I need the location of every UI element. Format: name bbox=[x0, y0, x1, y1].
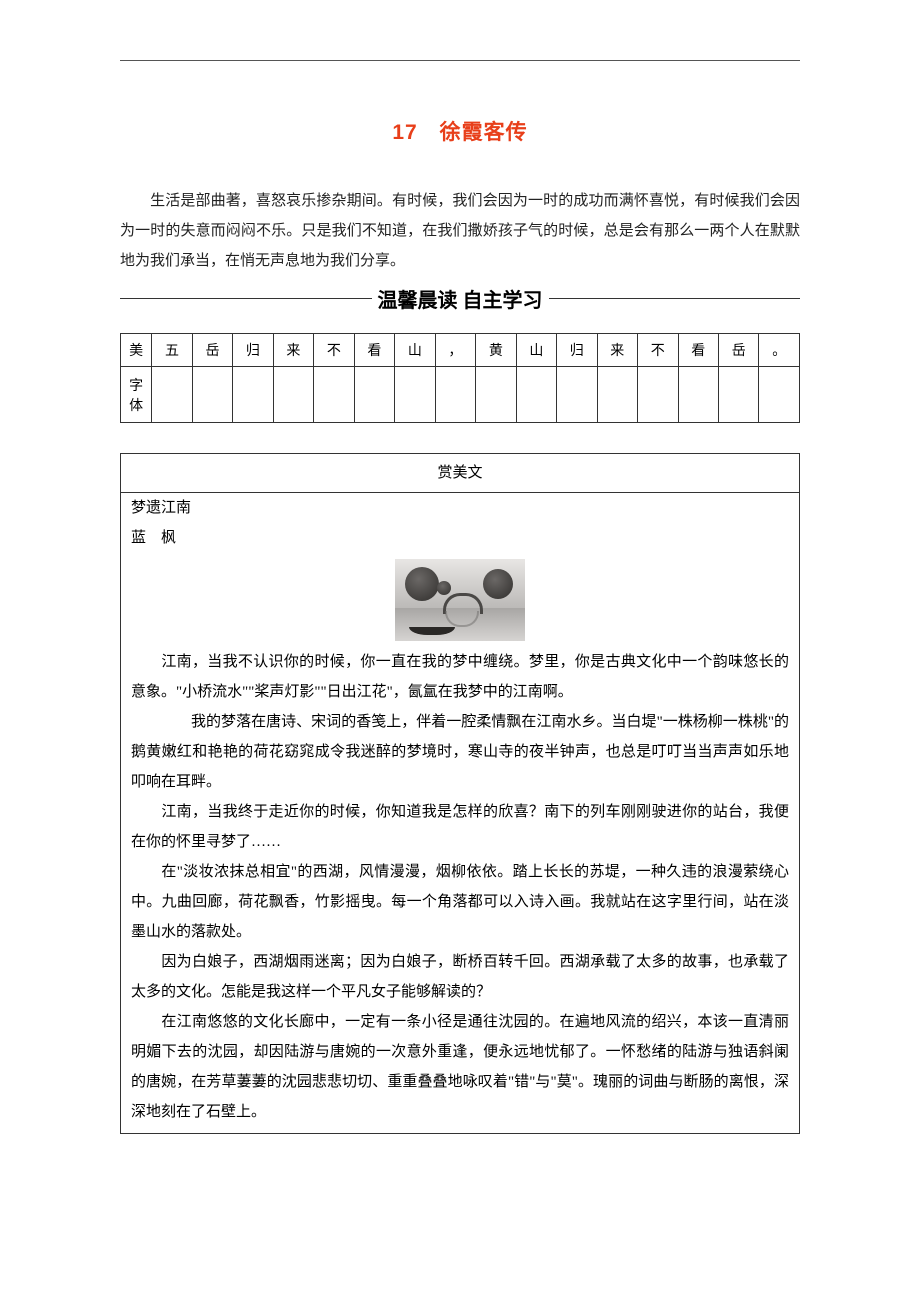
essay-text: 因为白娘子，西湖烟雨迷离；因为白娘子，断桥百转千回。西湖承载了太多的故事，也承载… bbox=[131, 954, 789, 1000]
img-tree bbox=[437, 581, 451, 595]
essay-paragraph: 江南，当我不认识你的时候，你一直在我的梦中缠绕。梦里，你是古典文化中一个韵味悠长… bbox=[131, 647, 789, 707]
grid-cell: 五 bbox=[152, 334, 192, 367]
rule-right bbox=[549, 298, 801, 299]
grid-cell: 归 bbox=[557, 334, 597, 367]
essay-table: 赏美文 梦遗江南 蓝 枫 江南 bbox=[120, 453, 800, 1134]
grid-cell bbox=[192, 367, 232, 423]
grid-cell bbox=[678, 367, 718, 423]
grid-cell: 看 bbox=[678, 334, 718, 367]
grid-cell: 岳 bbox=[719, 334, 759, 367]
grid-cell bbox=[719, 367, 759, 423]
grid-cell bbox=[759, 367, 800, 423]
table-row: 美 五 岳 归 来 不 看 山 ， 黄 山 归 来 不 看 岳 。 bbox=[121, 334, 800, 367]
intro-text: 生活是部曲著，喜怒哀乐掺杂期间。有时候，我们会因为一时的成功而满怀喜悦，有时候我… bbox=[120, 193, 800, 269]
grid-cell: 山 bbox=[516, 334, 556, 367]
grid-cell: 归 bbox=[233, 334, 273, 367]
img-tree bbox=[405, 567, 439, 601]
rule-left bbox=[120, 298, 372, 299]
document-page: 17 徐霞客传 生活是部曲著，喜怒哀乐掺杂期间。有时候，我们会因为一时的成功而满… bbox=[0, 0, 920, 1214]
grid-cell bbox=[273, 367, 313, 423]
grid-cell bbox=[516, 367, 556, 423]
grid-cell bbox=[435, 367, 475, 423]
essay-text: 我的梦落在唐诗、宋词的香笺上，伴着一腔柔情飘在江南水乡。当白堤"一株杨柳一株桃"… bbox=[131, 714, 789, 790]
grid-cell bbox=[597, 367, 637, 423]
grid-cell bbox=[233, 367, 273, 423]
essay-image-box bbox=[131, 553, 789, 647]
essay-text: 在江南悠悠的文化长廊中，一定有一条小径是通往沈园的。在遍地风流的绍兴，本该一直清… bbox=[131, 1014, 789, 1120]
grid-cell: 。 bbox=[759, 334, 800, 367]
grid-cell: 不 bbox=[314, 334, 354, 367]
essay-title: 梦遗江南 bbox=[131, 493, 789, 523]
top-rule bbox=[120, 60, 800, 61]
table-row: 字 体 bbox=[121, 367, 800, 423]
img-tree bbox=[483, 569, 513, 599]
row-label: 字 体 bbox=[121, 367, 152, 423]
essay-text: 江南，当我不认识你的时候，你一直在我的梦中缠绕。梦里，你是古典文化中一个韵味悠长… bbox=[131, 654, 789, 700]
row-label-line: 体 bbox=[129, 399, 143, 414]
essay-paragraph: 在"淡妆浓抹总相宜"的西湖，风情漫漫，烟柳依依。踏上长长的苏堤，一种久违的浪漫萦… bbox=[131, 857, 789, 947]
essay-section-head: 赏美文 bbox=[121, 454, 800, 493]
document-title: 17 徐霞客传 bbox=[120, 116, 800, 146]
essay-body-cell: 梦遗江南 蓝 枫 江南，当我不认识你的时候，你一直在我的梦中缠绕。梦里，你是古典 bbox=[121, 493, 800, 1134]
grid-cell bbox=[557, 367, 597, 423]
row-label-line: 字 bbox=[129, 379, 143, 394]
grid-cell bbox=[354, 367, 394, 423]
grid-cell: 岳 bbox=[192, 334, 232, 367]
grid-cell: 来 bbox=[597, 334, 637, 367]
essay-text: 在"淡妆浓抹总相宜"的西湖，风情漫漫，烟柳依依。踏上长长的苏堤，一种久违的浪漫萦… bbox=[131, 864, 789, 940]
grid-cell: 山 bbox=[395, 334, 435, 367]
grid-cell bbox=[638, 367, 678, 423]
essay-paragraph: 江南，当我终于走近你的时候，你知道我是怎样的欣喜？南下的列车刚刚驶进你的站台，我… bbox=[131, 797, 789, 857]
grid-cell: 不 bbox=[638, 334, 678, 367]
table-row: 梦遗江南 蓝 枫 江南，当我不认识你的时候，你一直在我的梦中缠绕。梦里，你是古典 bbox=[121, 493, 800, 1134]
section-heading-bar: 温馨晨读 自主学习 bbox=[120, 284, 800, 313]
essay-paragraph: 在江南悠悠的文化长廊中，一定有一条小径是通往沈园的。在遍地风流的绍兴，本该一直清… bbox=[131, 1007, 789, 1127]
grid-cell bbox=[395, 367, 435, 423]
jiangnan-illustration bbox=[395, 559, 525, 641]
grid-cell: 看 bbox=[354, 334, 394, 367]
intro-paragraph: 生活是部曲著，喜怒哀乐掺杂期间。有时候，我们会因为一时的成功而满怀喜悦，有时候我… bbox=[120, 186, 800, 276]
grid-cell bbox=[314, 367, 354, 423]
grid-cell: ， bbox=[435, 334, 475, 367]
grid-cell bbox=[152, 367, 192, 423]
table-row: 赏美文 bbox=[121, 454, 800, 493]
section-heading: 温馨晨读 自主学习 bbox=[372, 284, 549, 313]
calligraphy-grid: 美 五 岳 归 来 不 看 山 ， 黄 山 归 来 不 看 岳 。 字 体 bbox=[120, 333, 800, 423]
essay-paragraph: 因为白娘子，西湖烟雨迷离；因为白娘子，断桥百转千回。西湖承载了太多的故事，也承载… bbox=[131, 947, 789, 1007]
essay-text: 江南，当我终于走近你的时候，你知道我是怎样的欣喜？南下的列车刚刚驶进你的站台，我… bbox=[131, 804, 789, 850]
grid-cell: 黄 bbox=[476, 334, 516, 367]
grid-cell bbox=[476, 367, 516, 423]
essay-paragraph: 我的梦落在唐诗、宋词的香笺上，伴着一腔柔情飘在江南水乡。当白堤"一株杨柳一株桃"… bbox=[131, 707, 789, 797]
essay-author: 蓝 枫 bbox=[131, 523, 789, 553]
row-label: 美 bbox=[121, 334, 152, 367]
grid-cell: 来 bbox=[273, 334, 313, 367]
